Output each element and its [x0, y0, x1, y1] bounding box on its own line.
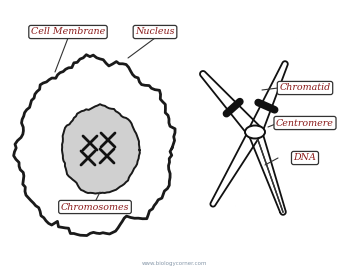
Text: www.biologycorner.com: www.biologycorner.com — [142, 261, 208, 265]
Polygon shape — [62, 104, 140, 194]
Text: Chromosomes: Chromosomes — [61, 202, 129, 211]
Polygon shape — [248, 130, 286, 215]
Polygon shape — [248, 61, 288, 135]
Text: DNA: DNA — [294, 154, 316, 163]
Text: Chromatid: Chromatid — [279, 83, 331, 93]
Polygon shape — [210, 129, 261, 207]
Polygon shape — [200, 71, 261, 137]
Text: Centromere: Centromere — [276, 119, 334, 127]
Text: Cell Membrane: Cell Membrane — [31, 28, 105, 36]
Text: Nucleus: Nucleus — [135, 28, 175, 36]
Ellipse shape — [245, 126, 265, 139]
